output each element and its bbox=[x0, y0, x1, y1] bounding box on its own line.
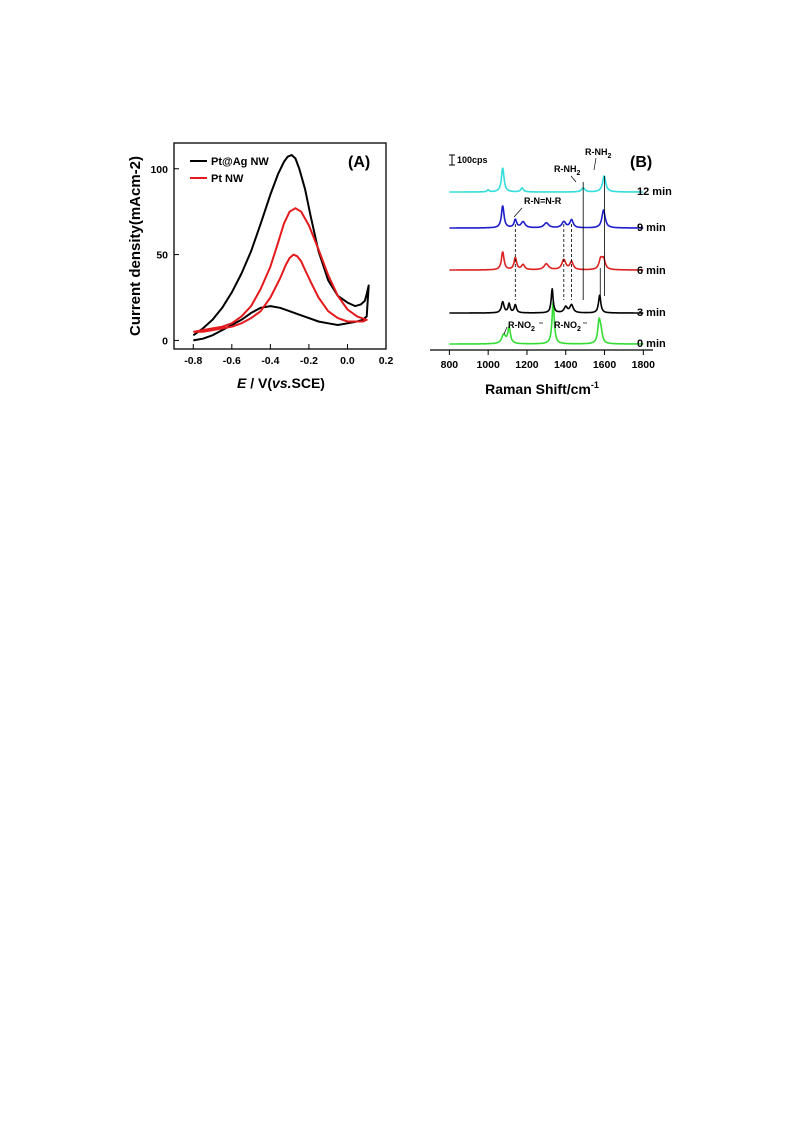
annotation-r-no2-left: R-NO2 bbox=[508, 320, 535, 333]
panel-b-time-labels: 0 min 3 min 6 min 9 min 12 min bbox=[637, 186, 672, 350]
panel-b-xlabel: Raman Shift/cm-1 bbox=[485, 380, 599, 397]
raman-spectrum-3-min bbox=[449, 288, 644, 314]
panel-a-label: (A) bbox=[348, 154, 370, 171]
time-label-12-min: 12 min bbox=[637, 186, 672, 198]
a-xtick-label-0-2: -0.2 bbox=[300, 355, 318, 367]
legend-label-pt-nw: Pt NW bbox=[211, 173, 244, 185]
panel-a-curves bbox=[192, 154, 370, 342]
scale-bar: 100cps bbox=[449, 154, 488, 166]
time-label-3-min: 3 min bbox=[637, 307, 666, 319]
annotation-r-n-n-r: R-N=N-R bbox=[524, 196, 562, 206]
a-xtick-label-0-2: 0.2 bbox=[379, 355, 394, 367]
xlabel-mid: / V( bbox=[246, 375, 272, 391]
panel-a-frame bbox=[173, 142, 387, 350]
annotation-r-nh2-mid-pointer bbox=[570, 175, 577, 183]
scale-bar-label: 100cps bbox=[457, 155, 488, 165]
xlabel-vs: vs. bbox=[272, 375, 291, 391]
annotation-r-no2-left-pointer bbox=[503, 326, 508, 335]
b-xtick-label-1200: 1200 bbox=[515, 359, 539, 371]
panel-b-label: (B) bbox=[630, 154, 652, 171]
b-xtick-label-1000: 1000 bbox=[476, 359, 500, 371]
a-xtick-label-0-6: -0.6 bbox=[223, 355, 241, 367]
panel-b-ticks: 800 1000 1200 1400 1600 1800 bbox=[441, 350, 656, 371]
annotation-r-no2-right: R-NO2 bbox=[554, 320, 581, 333]
cv-curve-pt-ag-nw bbox=[192, 154, 370, 342]
cv-curve-pt-nw bbox=[193, 207, 368, 333]
raman-spectrum-6-min bbox=[449, 251, 644, 271]
panel-a: -0.8 -0.6 -0.4 -0.2 0.0 0.2 0 50 100 (A) Pt@Ag N… bbox=[127, 142, 393, 391]
raman-spectrum-12-min bbox=[449, 167, 644, 193]
time-label-0-min: 0 min bbox=[637, 338, 666, 350]
b-xtick-label-1400: 1400 bbox=[554, 359, 578, 371]
a-xtick-label-0-4: -0.4 bbox=[261, 355, 279, 367]
a-ytick-label-50: 50 bbox=[156, 250, 168, 262]
b-xtick-label-800: 800 bbox=[441, 359, 459, 371]
xlabel-tail: SCE) bbox=[292, 375, 325, 391]
annotation-r-nh2-mid: R-NH2 bbox=[554, 164, 581, 177]
panel-a-xlabel: E / V(vs.SCE) bbox=[237, 375, 325, 391]
annotation-r-nh2-top: R-NH2 bbox=[585, 147, 612, 160]
a-ytick-label-100: 100 bbox=[150, 164, 168, 176]
b-xtick-label-1800: 1800 bbox=[632, 359, 656, 371]
annotation-r-n-n-r-pointer bbox=[513, 207, 523, 218]
a-ytick-label-0: 0 bbox=[162, 335, 168, 347]
xlabel-italic-e: E bbox=[237, 375, 247, 391]
annotation-r-nh2-top-pointer bbox=[593, 157, 597, 171]
time-label-6-min: 6 min bbox=[637, 265, 666, 277]
a-xtick-label-0-8: -0.8 bbox=[184, 355, 202, 367]
b-xtick-label-1600: 1600 bbox=[593, 359, 617, 371]
legend-label-pt-ag-nw: Pt@Ag NW bbox=[211, 156, 269, 168]
panel-b: 800 1000 1200 1400 1600 1800 0 min 3 min 6 min 9… bbox=[430, 147, 672, 397]
raman-spectrum-0-min bbox=[449, 302, 644, 345]
panel-a-ylabel: Current density(mAcm-2) bbox=[127, 156, 144, 336]
time-label-9-min: 9 min bbox=[637, 222, 666, 234]
raman-spectrum-9-min bbox=[449, 205, 644, 229]
panel-b-spectra bbox=[449, 167, 644, 345]
panel-a-ticks: -0.8 -0.6 -0.4 -0.2 0.0 0.2 0 50 100 bbox=[150, 164, 393, 367]
panel-b-guides bbox=[514, 176, 605, 300]
a-xtick-label-0-0: 0.0 bbox=[340, 355, 355, 367]
